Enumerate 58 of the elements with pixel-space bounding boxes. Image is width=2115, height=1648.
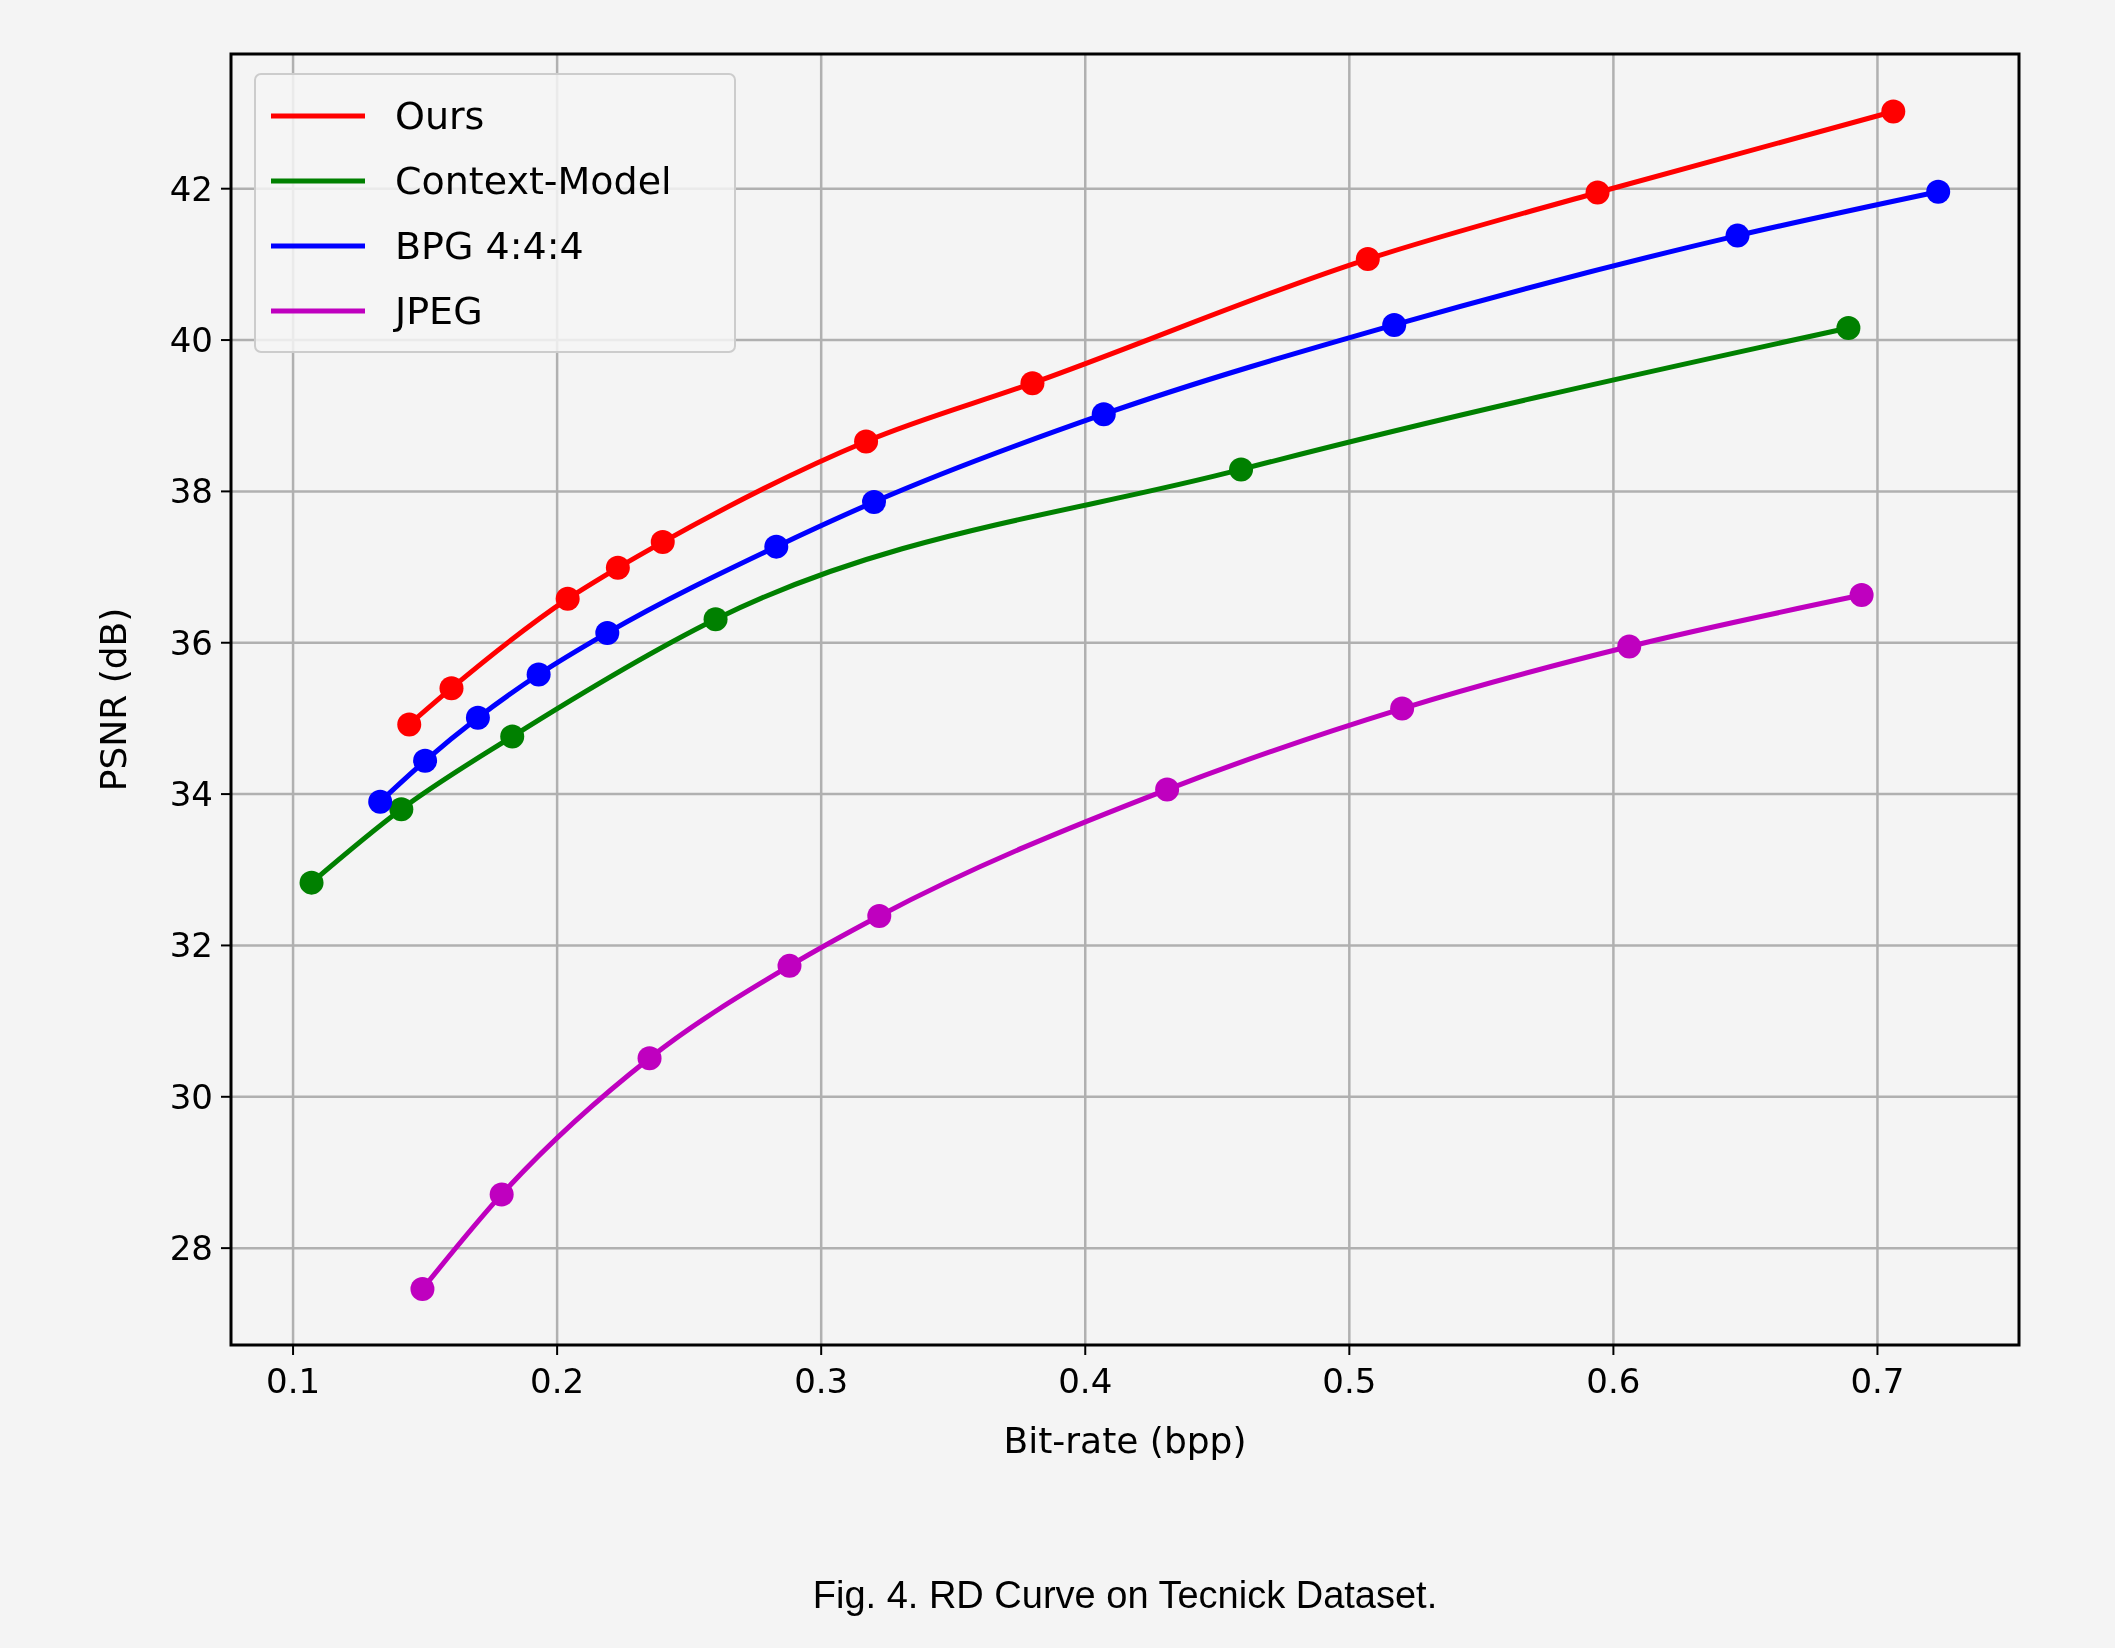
point bbox=[413, 748, 438, 773]
y-tick-label: 36 bbox=[169, 622, 213, 663]
point bbox=[1849, 583, 1874, 608]
point bbox=[299, 870, 324, 895]
point bbox=[1881, 99, 1906, 124]
y-tick-label: 40 bbox=[169, 319, 213, 360]
point bbox=[1355, 247, 1380, 272]
legend-label: BPG 4:4:4 bbox=[395, 224, 584, 269]
point bbox=[1020, 371, 1045, 396]
point bbox=[1926, 179, 1951, 204]
y-tick-label: 32 bbox=[169, 925, 213, 966]
point bbox=[389, 797, 414, 822]
y-axis-title: PSNR (dB) bbox=[93, 607, 134, 792]
legend-label: Ours bbox=[395, 94, 485, 139]
point bbox=[500, 724, 525, 749]
y-tick-label: 30 bbox=[169, 1076, 213, 1117]
x-tick-label: 0.5 bbox=[1322, 1361, 1377, 1401]
point bbox=[410, 1277, 435, 1301]
point bbox=[1091, 402, 1116, 427]
y-tick-label: 34 bbox=[169, 773, 213, 814]
point bbox=[777, 953, 802, 978]
legend-label: JPEG bbox=[393, 289, 483, 334]
x-tick-label: 0.6 bbox=[1586, 1361, 1641, 1401]
y-tick-label: 38 bbox=[169, 471, 213, 512]
point bbox=[1617, 634, 1642, 659]
point bbox=[605, 555, 630, 580]
point bbox=[1585, 180, 1610, 205]
point bbox=[489, 1182, 514, 1207]
point bbox=[1155, 777, 1180, 802]
point bbox=[862, 489, 886, 514]
x-tick-label: 0.3 bbox=[794, 1361, 849, 1401]
point bbox=[1382, 312, 1407, 337]
point bbox=[595, 620, 620, 645]
point bbox=[637, 1046, 662, 1071]
point bbox=[555, 586, 580, 611]
point bbox=[764, 534, 789, 559]
x-tick-label: 0.1 bbox=[266, 1361, 321, 1401]
point bbox=[526, 662, 551, 687]
legend-label: Context-Model bbox=[395, 159, 672, 204]
point bbox=[439, 676, 464, 701]
point bbox=[867, 903, 892, 928]
point bbox=[1836, 315, 1861, 340]
x-tick-label: 0.2 bbox=[530, 1361, 585, 1401]
point bbox=[397, 712, 422, 737]
point bbox=[465, 705, 490, 730]
y-tick-label: 28 bbox=[169, 1228, 213, 1269]
point bbox=[1229, 457, 1254, 482]
point bbox=[368, 789, 393, 814]
x-axis-title: Bit-rate (bpp) bbox=[1003, 1420, 1247, 1461]
x-tick-label: 0.4 bbox=[1058, 1361, 1113, 1401]
point bbox=[1725, 223, 1750, 248]
y-tick-label: 42 bbox=[169, 168, 213, 209]
x-tick-label: 0.7 bbox=[1850, 1361, 1905, 1401]
point bbox=[650, 530, 675, 555]
caption: Fig. 4. RD Curve on Tecnick Dataset. bbox=[812, 1574, 1438, 1616]
point bbox=[854, 429, 879, 454]
point bbox=[1390, 696, 1415, 721]
point bbox=[703, 607, 728, 632]
